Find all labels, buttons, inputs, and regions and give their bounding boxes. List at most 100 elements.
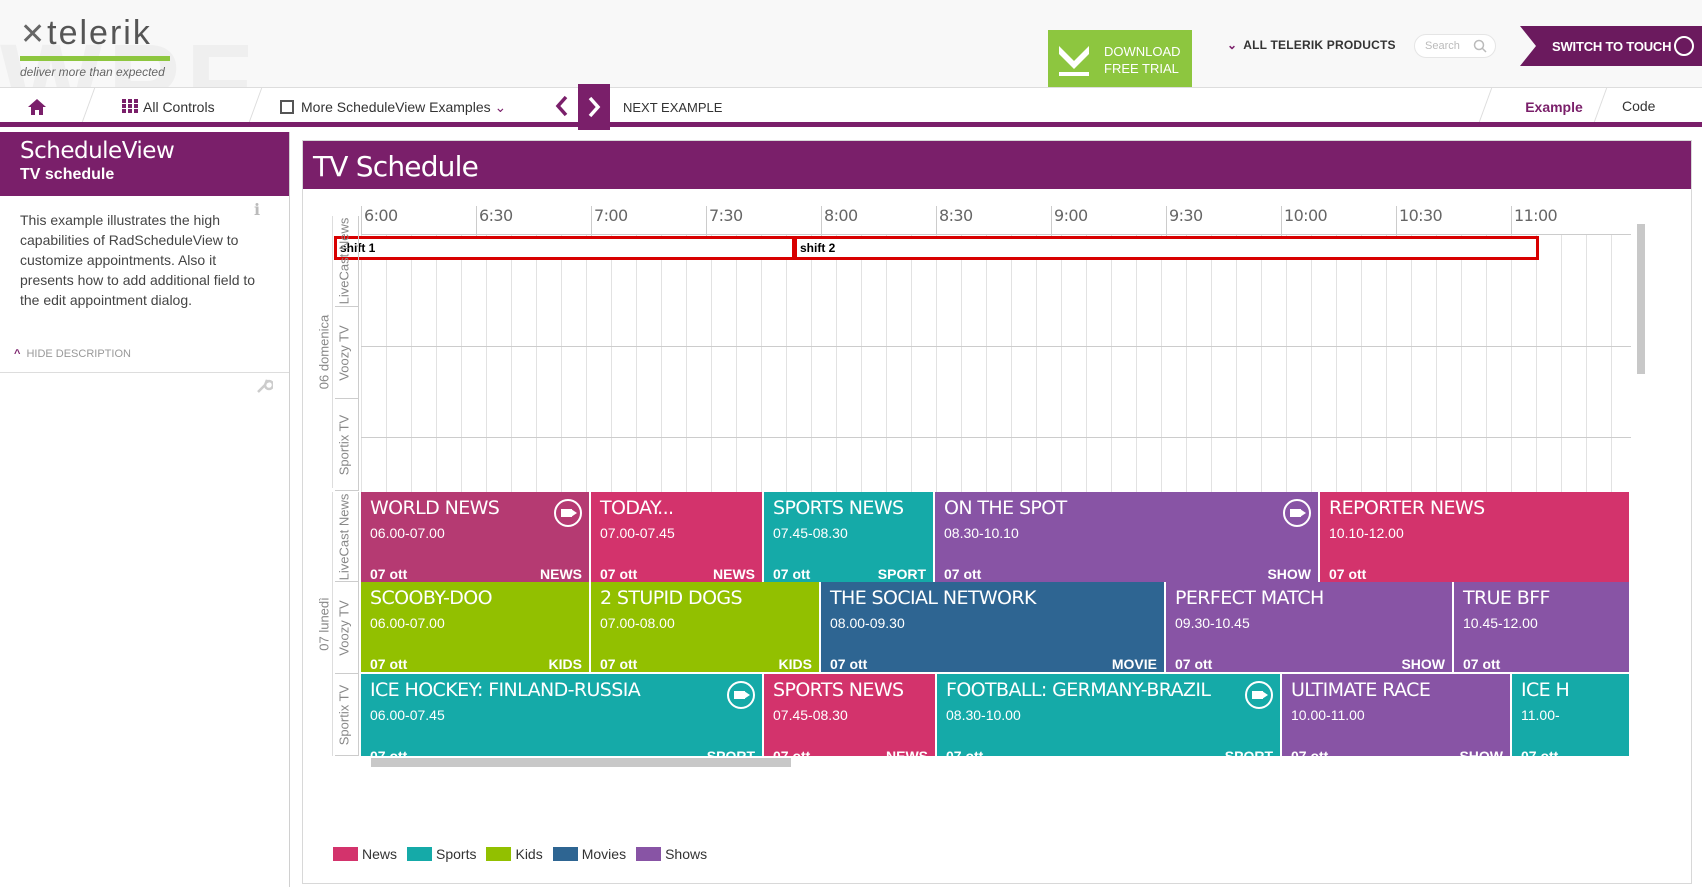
day-label: 06 domenica xyxy=(316,314,332,390)
legend-swatch xyxy=(552,847,578,861)
telerik-logo[interactable]: ✕telerik deliver more than expected xyxy=(20,16,170,79)
shift-label: shift 1 xyxy=(340,241,376,255)
sidebar-divider xyxy=(0,372,289,373)
appointment-category: SHOW xyxy=(1267,566,1311,582)
time-tick: 10:30 xyxy=(1396,206,1443,236)
shift-slot[interactable]: shift 2 xyxy=(794,236,1539,260)
appointment-time: 10.45-12.00 xyxy=(1463,615,1538,631)
appointment[interactable]: 2 STUPID DOGS 07.00-08.00 07 ott KIDS xyxy=(591,582,821,674)
appointment-title: ICE HOCKEY: FINLAND-RUSSIA xyxy=(370,679,641,701)
nav-divider xyxy=(81,88,96,122)
all-products-menu[interactable]: ⌄ ALL TELERIK PRODUCTS xyxy=(1227,38,1396,52)
appointment[interactable]: TRUE BFF 10.45-12.00 07 ott xyxy=(1454,582,1631,674)
legend-label: Kids xyxy=(515,846,543,862)
appointment-time: 08.00-09.30 xyxy=(830,615,905,631)
tab-example[interactable]: Example xyxy=(1525,99,1583,115)
appointment-category: NEWS xyxy=(713,566,755,582)
legend-item: Sports xyxy=(407,846,476,862)
resource-header: Sportix TV xyxy=(335,399,359,491)
appointment[interactable]: WORLD NEWS 06.00-07.00 07 ott NEWS xyxy=(361,492,591,584)
appointment-time: 11.00- xyxy=(1521,707,1560,723)
switch-to-touch-button[interactable]: SWITCH TO TOUCH xyxy=(1520,26,1702,66)
logo-underline xyxy=(20,56,170,61)
appointment-category: MOVIE xyxy=(1111,656,1157,672)
appointment-title: WORLD NEWS xyxy=(370,497,500,519)
sidebar-header: ScheduleView TV schedule xyxy=(0,132,289,196)
next-example-link[interactable]: NEXT EXAMPLE xyxy=(623,100,723,115)
appointment[interactable]: REPORTER NEWS 10.10-12.00 07 ott xyxy=(1320,492,1631,584)
appointment[interactable]: FOOTBALL: GERMANY-BRAZIL 08.30-10.00 07 ot… xyxy=(937,674,1282,758)
home-icon[interactable] xyxy=(26,96,48,118)
info-icon[interactable]: i xyxy=(254,200,261,219)
live-camera-icon xyxy=(554,499,582,527)
appointment-title: SPORTS NEWS xyxy=(773,497,904,519)
download-trial-button[interactable]: DOWNLOAD FREE TRIAL xyxy=(1048,30,1192,87)
appointment-time: 07.45-08.30 xyxy=(773,707,848,723)
legend-swatch xyxy=(486,847,512,861)
chevron-right-icon xyxy=(588,96,601,118)
schedule-view[interactable]: 6:00 6:30 7:00 7:30 8:00 8:30 9:00 9:30 10:00 10:… xyxy=(309,196,1691,819)
wrench-icon[interactable] xyxy=(255,376,273,394)
example-navbar: All Controls More ScheduleView Examples … xyxy=(0,84,1702,130)
appointment-date: 07 ott xyxy=(370,748,408,758)
tab-code[interactable]: Code xyxy=(1622,98,1656,114)
appointment-date: 07 ott xyxy=(944,566,982,582)
legend-swatch xyxy=(333,847,358,861)
description-sidebar: ScheduleView TV schedule i This example … xyxy=(0,132,290,887)
next-example-button[interactable] xyxy=(578,84,610,130)
appointment-category: NEWS xyxy=(540,566,582,582)
examples-icon xyxy=(280,100,294,114)
appointment[interactable]: PERFECT MATCH 09.30-10.45 07 ott SHOW xyxy=(1166,582,1454,674)
resource-label: Sportix TV xyxy=(336,684,352,745)
appointment-title: TRUE BFF xyxy=(1463,587,1550,609)
category-legend: News Sports Kids Movies Shows xyxy=(333,846,717,862)
appointment-date: 07 ott xyxy=(600,566,638,582)
appointment[interactable]: ICE H 11.00- 07 ott xyxy=(1512,674,1631,758)
day-grid[interactable] xyxy=(361,234,1631,540)
appointment-date: 07 ott xyxy=(773,566,811,582)
legend-label: News xyxy=(362,846,398,862)
appointment[interactable]: THE SOCIAL NETWORK 08.00-09.30 07 ott MOVIE xyxy=(821,582,1166,674)
appointment[interactable]: ICE HOCKEY: FINLAND-RUSSIA 06.00-07.45 07 … xyxy=(361,674,764,758)
all-controls-label: All Controls xyxy=(143,99,215,115)
appointment-date: 07 ott xyxy=(600,656,638,672)
appointment[interactable]: ULTIMATE RACE 10.00-11.00 07 ott SHOW xyxy=(1282,674,1512,758)
appointment-date: 07 ott xyxy=(1521,748,1559,758)
appointment[interactable]: SPORTS NEWS 07.45-08.30 07 ott SPORT xyxy=(764,492,935,584)
appointment-category: SPORT xyxy=(877,566,926,582)
appointment-date: 07 ott xyxy=(370,566,408,582)
search-input[interactable]: Search xyxy=(1414,34,1496,58)
scroll-thumb[interactable] xyxy=(1637,224,1645,374)
more-examples-dropdown[interactable]: More ScheduleView Examples ⌄ xyxy=(280,99,506,116)
example-description: This example illustrates the high capabi… xyxy=(20,212,256,308)
search-icon[interactable] xyxy=(1473,39,1487,53)
appointment[interactable]: TODAY... 07.00-07.45 07 ott NEWS xyxy=(591,492,764,584)
legend-swatch xyxy=(407,847,433,861)
appointment-title: REPORTER NEWS xyxy=(1329,497,1485,519)
appointment-title: ULTIMATE RACE xyxy=(1291,679,1431,701)
download-check-icon xyxy=(1059,46,1089,76)
appointment-time: 06.00-07.00 xyxy=(370,525,445,541)
time-tick: 7:00 xyxy=(591,206,628,236)
previous-example-button[interactable] xyxy=(550,92,574,120)
resource-header: LiveCast News xyxy=(335,492,359,582)
hide-description-button[interactable]: ^ HIDE DESCRIPTION xyxy=(14,348,131,360)
nav-divider xyxy=(248,88,263,122)
scroll-thumb[interactable] xyxy=(371,758,791,767)
shift-slot[interactable]: shift 1 xyxy=(334,236,795,260)
switch-to-touch-label: SWITCH TO TOUCH xyxy=(1552,39,1672,54)
vertical-scrollbar[interactable] xyxy=(1634,216,1645,756)
appointment-category: SPORT xyxy=(706,748,755,758)
all-controls-link[interactable]: All Controls xyxy=(122,99,215,115)
panel-title: TV Schedule xyxy=(303,141,1691,189)
horizontal-scrollbar[interactable] xyxy=(361,756,1631,768)
appointment-time: 07.45-08.30 xyxy=(773,525,848,541)
appointment[interactable]: SCOOBY-DOO 06.00-07.00 07 ott KIDS xyxy=(361,582,591,674)
appointment-category: NEWS xyxy=(886,748,928,758)
resource-header: Voozy TV xyxy=(335,582,359,674)
legend-item: Kids xyxy=(486,846,543,862)
appointment-date: 07 ott xyxy=(773,748,811,758)
appointment[interactable]: SPORTS NEWS 07.45-08.30 07 ott NEWS xyxy=(764,674,937,758)
appointment[interactable]: ON THE SPOT 08.30-10.10 07 ott SHOW xyxy=(935,492,1320,584)
search-placeholder: Search xyxy=(1425,40,1460,52)
